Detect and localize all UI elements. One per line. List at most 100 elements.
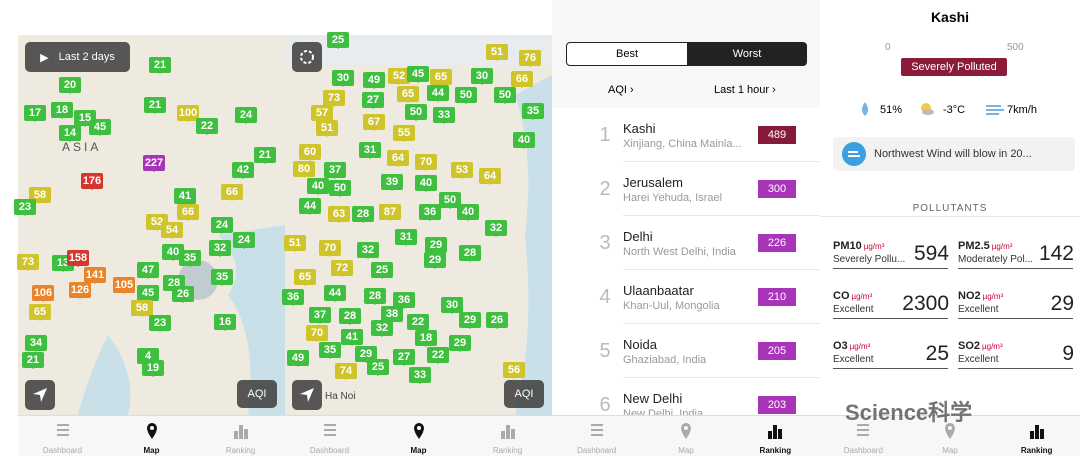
pollutant-status: Excellent [833,304,874,315]
tab-icon[interactable] [320,422,340,440]
cell-line [833,368,948,369]
aqi-marker: 22 [427,347,449,364]
icon [857,424,870,436]
aqi-marker: 64 [479,168,501,185]
rank-number: 1 [599,124,611,146]
pollutant-value: 25 [925,342,949,365]
aqi-marker: 40 [457,204,479,221]
pollutant-unit: µg/m³ [982,342,1003,351]
aqi-marker: 50 [494,87,516,104]
tab-label[interactable]: Ranking [492,446,523,455]
tab-label[interactable]: Map [143,446,160,455]
pollutant-code: CO [833,290,850,302]
aqi-marker: 65 [29,304,51,321]
icon [681,423,691,439]
tab-label[interactable]: Dashboard [577,446,617,455]
playback-button[interactable]: ▶ Last 2 days [25,42,130,72]
tab-icon[interactable] [231,422,251,440]
tab-label[interactable]: Dashboard [42,446,83,455]
icon [56,424,69,436]
aqi-marker: 22 [407,314,429,331]
aqi-marker: 40 [415,175,437,192]
sort-label: AQI [608,84,627,96]
tab-icon[interactable] [498,422,518,440]
aqi-marker: 70 [306,325,328,342]
aqi-marker: 49 [363,72,385,89]
loading-button[interactable] [292,42,322,72]
tab-icon[interactable] [587,422,607,440]
pollutant-name: NO2 µg/m³ [958,290,1003,302]
detail-title: Kashi [930,9,970,25]
aqi-marker: 24 [233,232,255,249]
tab-label[interactable]: Ranking [225,446,256,455]
worst-tab[interactable]: Worst [687,42,807,66]
aqi-marker: 31 [359,142,381,159]
region-name: Xinjiang, China Mainla... [623,138,742,150]
tab-icon[interactable] [53,422,73,440]
temperature: -3°C [943,104,966,116]
tab-icon[interactable] [409,422,429,440]
city-name: Jerusalem [623,175,683,190]
locate-button[interactable] [25,380,55,410]
aqi-marker: 158 [67,250,89,267]
locate-icon [33,388,47,402]
wind-icon [842,142,866,166]
aqi-marker: 23 [149,315,171,332]
aqi-button[interactable]: AQI [237,380,277,408]
tab-label[interactable]: Dashboard [309,446,350,455]
icon [413,423,424,439]
aqi-marker: 50 [439,192,461,209]
aqi-marker: 16 [214,314,236,331]
pollutant-code: PM10 [833,240,862,252]
aqi-marker: 141 [84,267,106,284]
pollutant-status: Moderately Pol... [958,254,1033,265]
best-tab[interactable]: Best [566,42,688,66]
aqi-button[interactable]: AQI [504,380,544,408]
aqi-marker: 28 [339,308,361,325]
tab-icon[interactable] [676,422,696,440]
aqi-marker: 18 [51,102,73,119]
period-selector[interactable]: Last 1 hour › [714,84,776,96]
humidity: 51% [880,104,903,116]
icon [500,425,515,439]
tab-icon[interactable] [1027,422,1047,440]
aqi-marker: 54 [161,222,183,239]
aqi-marker: 66 [221,184,243,201]
pollutant-unit: µg/m³ [991,242,1013,251]
city-name: Noida [623,337,657,352]
aqi-marker: 50 [455,87,477,104]
cell-line [958,268,1073,269]
aqi-marker: 33 [409,367,431,384]
tab-icon[interactable] [765,422,785,440]
aqi-badge: 489 [758,126,796,144]
tab-label[interactable]: Ranking [1020,446,1053,455]
city-name: New Delhi [623,391,683,406]
aqi-marker: 41 [174,188,196,205]
tab-icon[interactable] [853,422,873,440]
pollutant-value: 9 [1062,342,1074,365]
icon [233,425,248,439]
tab-label[interactable]: Ranking [759,446,792,455]
tab-icon[interactable] [142,422,162,440]
watermark: Science科学 [845,400,973,425]
aqi-marker: 70 [415,154,437,171]
aqi-marker: 60 [299,144,321,161]
scale-min: 0 [885,42,891,53]
tab-label[interactable]: Map [410,446,427,455]
tab-label[interactable]: Dashboard [843,446,883,455]
section-title: POLLUTANTS [912,203,988,214]
tab-label[interactable]: Map [678,446,694,455]
aqi-marker: 30 [441,297,463,314]
aqi-marker: 29 [425,237,447,254]
scale-max: 500 [1007,42,1024,53]
aqi-marker: 21 [254,147,276,164]
tab-icon[interactable] [940,422,960,440]
aqi-label: AQI [247,388,267,400]
sort-selector[interactable]: AQI › [608,84,634,96]
row-divider [623,161,820,162]
row-divider [623,269,820,270]
tab-label[interactable]: Map [942,446,958,455]
locate-button[interactable] [292,380,322,410]
aqi-marker: 76 [519,50,541,67]
aqi-marker: 65 [397,86,419,103]
